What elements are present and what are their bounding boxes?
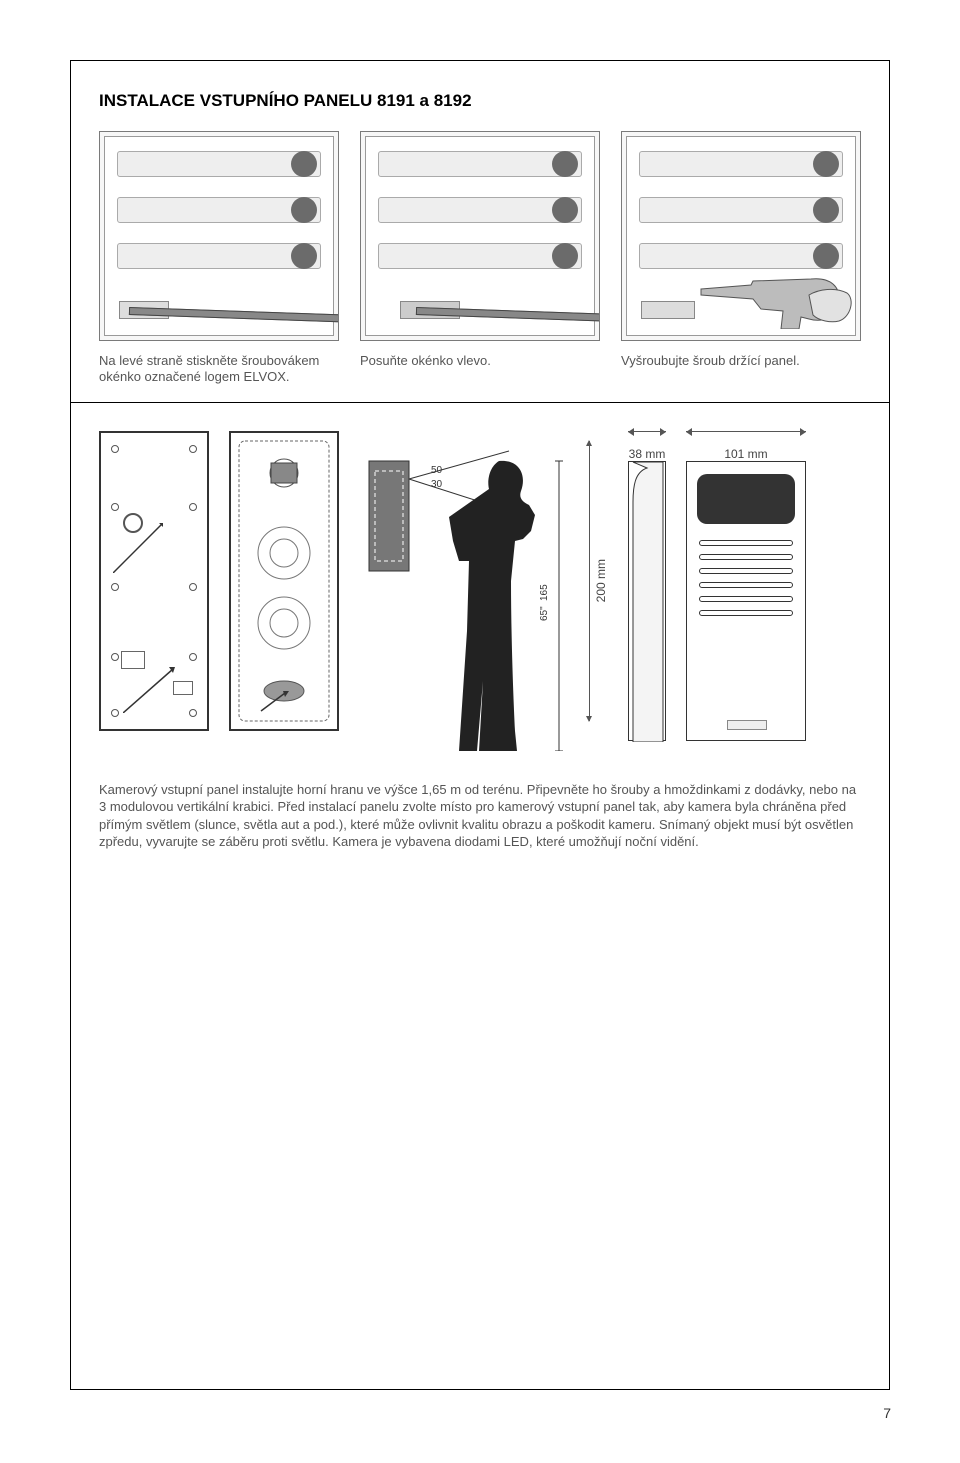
height-dim: 200 mm xyxy=(589,431,608,731)
front-width-label: 101 mm xyxy=(724,447,767,461)
height-label: 200 mm xyxy=(594,559,608,602)
side-profile xyxy=(628,461,666,741)
front-unit xyxy=(686,461,806,741)
page-frame: INSTALACE VSTUPNÍHO PANELU 8191 a 8192 xyxy=(70,60,890,1390)
captions-row: Na levé straně stiskněte šroubovákem oké… xyxy=(99,353,861,386)
step3-figure xyxy=(621,131,861,341)
svg-text:165: 165 xyxy=(539,583,550,600)
section-title: INSTALACE VSTUPNÍHO PANELU 8191 a 8192 xyxy=(99,91,861,111)
hand-drill-icon xyxy=(691,239,861,329)
backbox-2 xyxy=(229,431,339,731)
install-silhouette: 50 30 165 65" xyxy=(359,431,569,751)
profile-width-label: 38 mm xyxy=(629,447,666,461)
backbox-1 xyxy=(99,431,209,731)
svg-text:65": 65" xyxy=(539,605,550,620)
section-divider xyxy=(71,402,889,403)
caption-step3: Vyšroubujte šroub držící panel. xyxy=(621,353,861,386)
unit-views: 38 mm 101 mm xyxy=(628,431,806,741)
step1-figure xyxy=(99,131,339,341)
caption-step1: Na levé straně stiskněte šroubovákem oké… xyxy=(99,353,339,386)
step-figures-row xyxy=(99,131,861,341)
svg-text:50: 50 xyxy=(431,465,443,476)
install-row: 50 30 165 65" 200 mm xyxy=(99,431,861,751)
svg-text:30: 30 xyxy=(431,479,443,490)
step2-figure xyxy=(360,131,600,341)
page-number: 7 xyxy=(883,1405,891,1421)
caption-step2: Posuňte okénko vlevo. xyxy=(360,353,600,386)
install-body-text: Kamerový vstupní panel instalujte horní … xyxy=(99,781,861,851)
